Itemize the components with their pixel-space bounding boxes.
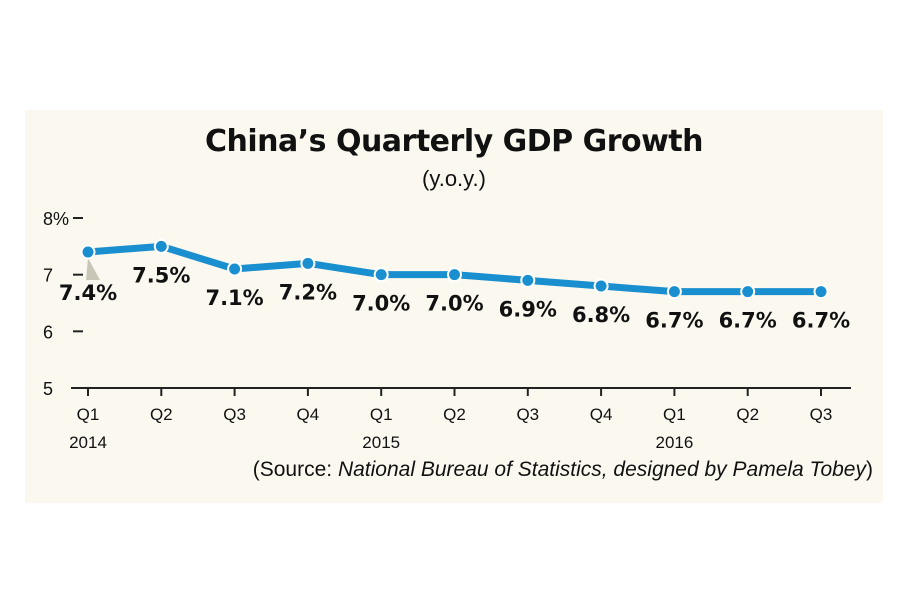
data-label-9: 6.7% bbox=[719, 309, 777, 333]
data-label-3: 7.2% bbox=[279, 280, 337, 304]
year-label-1: 2015 bbox=[362, 433, 400, 452]
source-prefix: (Source: bbox=[252, 458, 338, 481]
data-point-4 bbox=[373, 267, 389, 283]
data-label-4: 7.0% bbox=[352, 292, 410, 316]
data-point-5 bbox=[447, 267, 462, 283]
data-label-1: 7.5% bbox=[132, 263, 190, 287]
x-tick-label-1: Q2 bbox=[150, 405, 173, 424]
data-point-9 bbox=[740, 284, 756, 300]
source-note: (Source: National Bureau of Statistics, … bbox=[253, 458, 873, 482]
pointer-triangle bbox=[86, 258, 100, 280]
x-tick-label-8: Q1 bbox=[663, 405, 686, 424]
data-label-10: 6.7% bbox=[792, 309, 850, 333]
x-tick-label-7: Q4 bbox=[590, 405, 613, 424]
year-label-2: 2016 bbox=[655, 433, 693, 452]
gdp-line-chart: 8% 7 6 5 Q1 Q2 Q3 Q4 Q1 Q2 Q3 Q4 Q1 Q2 Q3 2014 2015 2016 7… bbox=[43, 209, 851, 452]
chart-title: China’s Quarterly GDP Growth bbox=[204, 124, 704, 159]
x-tick-label-2: Q3 bbox=[223, 405, 246, 424]
data-point-3 bbox=[300, 255, 316, 271]
y-tick-label-0: 8% bbox=[43, 209, 69, 229]
year-label-0: 2014 bbox=[69, 433, 107, 452]
data-point-0 bbox=[80, 244, 96, 260]
data-label-2: 7.1% bbox=[205, 286, 263, 310]
data-point-7 bbox=[593, 278, 609, 294]
x-tick-label-4: Q1 bbox=[370, 405, 393, 424]
chart-subtitle: (y.o.y.) bbox=[422, 166, 486, 191]
x-tick-label-6: Q3 bbox=[516, 405, 539, 424]
data-point-10 bbox=[813, 284, 829, 300]
chart-panel: China’s Quarterly GDP Growth (y.o.y.) 8%… bbox=[25, 110, 883, 503]
x-tick-label-3: Q4 bbox=[297, 405, 320, 424]
source-suffix: ) bbox=[866, 458, 873, 481]
data-label-0: 7.4% bbox=[59, 281, 117, 305]
data-point-2 bbox=[227, 261, 243, 277]
y-tick-label-2: 6 bbox=[43, 322, 53, 342]
data-point-6 bbox=[520, 272, 536, 288]
x-tick-label-9: Q2 bbox=[736, 405, 759, 424]
x-tick-label-10: Q3 bbox=[810, 405, 833, 424]
data-label-5: 7.0% bbox=[425, 292, 483, 316]
data-label-8: 6.7% bbox=[645, 309, 703, 333]
data-point-8 bbox=[666, 284, 682, 300]
data-label-6: 6.9% bbox=[499, 297, 557, 321]
data-point-1 bbox=[153, 238, 169, 254]
x-tick-label-5: Q2 bbox=[443, 405, 466, 424]
y-tick-label-1: 7 bbox=[43, 266, 53, 286]
x-tick-label-0: Q1 bbox=[77, 405, 100, 424]
y-tick-label-3: 5 bbox=[43, 379, 53, 399]
source-italic: National Bureau of Statistics, designed … bbox=[337, 458, 866, 481]
data-label-7: 6.8% bbox=[572, 303, 630, 327]
